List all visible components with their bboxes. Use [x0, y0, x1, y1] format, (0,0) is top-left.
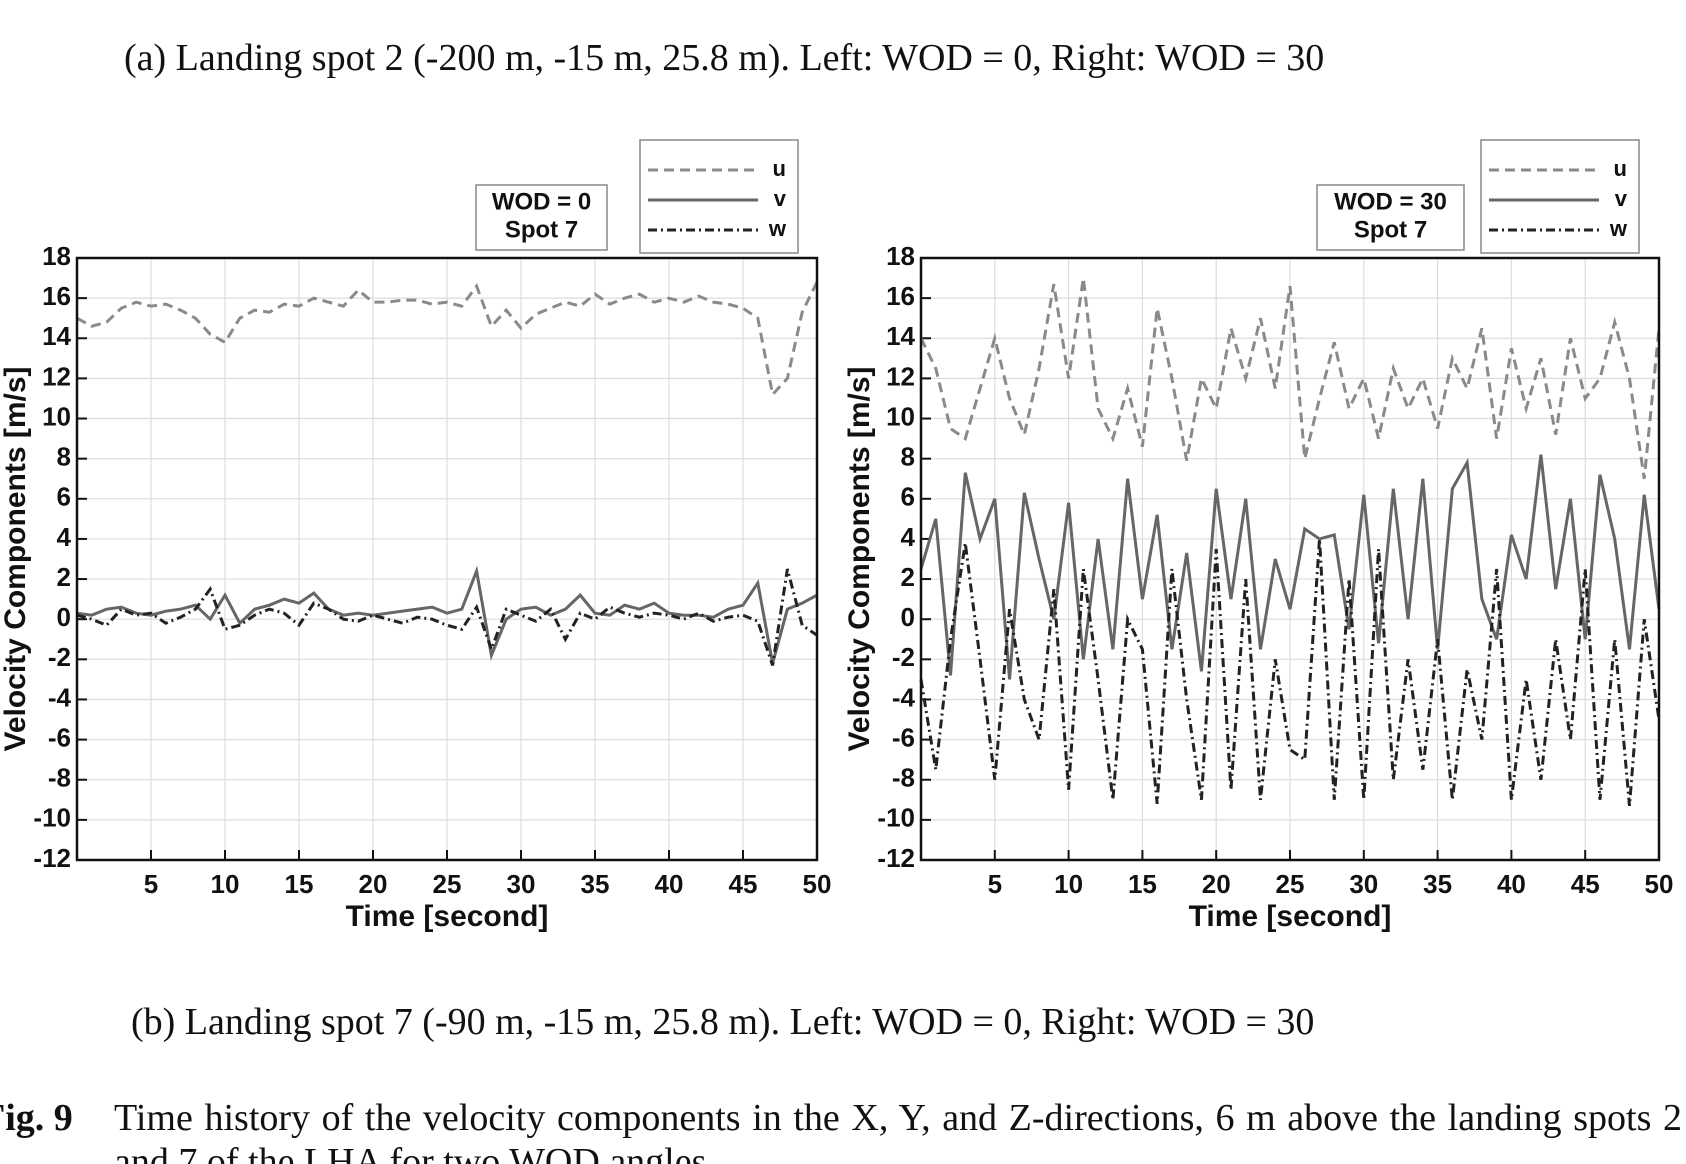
y-tick-label: 4	[57, 522, 72, 552]
x-tick-label: 20	[359, 869, 388, 899]
y-tick-label: -12	[33, 843, 71, 873]
x-tick-label: 25	[1276, 869, 1305, 899]
x-tick-label: 5	[988, 869, 1002, 899]
x-axis-title: Time [second]	[346, 900, 549, 933]
x-tick-label: 15	[1128, 869, 1157, 899]
annotation-box	[475, 184, 608, 251]
x-tick-label: 35	[581, 869, 610, 899]
y-tick-label: 16	[886, 281, 915, 311]
annotation-box	[1316, 184, 1465, 251]
y-tick-label: 14	[886, 321, 915, 351]
y-tick-label: -6	[892, 722, 915, 752]
y-tick-label: -2	[892, 642, 915, 672]
series-line	[76, 281, 819, 398]
x-axis-title: Time [second]	[1189, 900, 1392, 933]
plot-frame	[919, 256, 1661, 862]
x-tick-label: 25	[433, 869, 462, 899]
y-tick-label: 6	[57, 482, 71, 512]
series-line	[919, 277, 1661, 479]
series-line	[919, 454, 1661, 680]
footer-caption: (b) Landing spot 7 (-90 m, -15 m, 25.8 m…	[131, 1001, 1315, 1043]
y-tick-label: -6	[48, 722, 71, 752]
y-tick-label: 2	[57, 562, 71, 592]
annotation-text: Spot 7	[1354, 216, 1427, 243]
y-tick-label: 12	[42, 361, 71, 391]
y-tick-label: -4	[892, 682, 916, 712]
y-tick-label: -12	[877, 843, 915, 873]
header-caption: (a) Landing spot 2 (-200 m, -15 m, 25.8 …	[124, 37, 1325, 79]
x-tick-label: 40	[1497, 869, 1526, 899]
y-tick-label: 2	[901, 562, 915, 592]
y-tick-label: 4	[901, 522, 916, 552]
y-tick-label: -10	[33, 803, 71, 833]
x-tick-label: 35	[1423, 869, 1452, 899]
figure-label: Fig. 9	[0, 1097, 73, 1139]
y-tick-label: 16	[42, 281, 71, 311]
legend-label: u	[1614, 156, 1627, 181]
x-tick-label: 15	[285, 869, 314, 899]
y-axis-title: Velocity Components [m/s]	[843, 366, 876, 751]
y-tick-label: 8	[57, 442, 71, 472]
y-tick-label: 18	[42, 241, 71, 271]
y-tick-label: 10	[886, 401, 915, 431]
y-tick-label: 12	[886, 361, 915, 391]
y-tick-label: 14	[42, 321, 71, 351]
y-tick-label: -2	[48, 642, 71, 672]
y-axis-title: Velocity Components [m/s]	[0, 366, 32, 751]
legend-label: v	[1615, 186, 1628, 211]
x-tick-label: 45	[1571, 869, 1600, 899]
y-tick-label: 18	[886, 241, 915, 271]
legend-label: w	[768, 216, 787, 241]
x-tick-label: 5	[144, 869, 158, 899]
y-tick-label: -8	[892, 763, 915, 793]
x-tick-label: 10	[1054, 869, 1083, 899]
x-tick-label: 20	[1202, 869, 1231, 899]
legend-box	[639, 139, 799, 254]
legend-label: w	[1609, 216, 1628, 241]
y-tick-label: 0	[901, 602, 915, 632]
legend-label: v	[774, 186, 787, 211]
figure-text: Time history of the velocity components …	[114, 1097, 1682, 1164]
y-tick-label: -10	[877, 803, 915, 833]
x-tick-label: 10	[211, 869, 240, 899]
series-line	[919, 538, 1661, 806]
legend-box	[1480, 139, 1640, 254]
x-tick-label: 50	[803, 869, 832, 899]
y-tick-label: 10	[42, 401, 71, 431]
y-tick-label: -8	[48, 763, 71, 793]
y-tick-label: 6	[901, 482, 915, 512]
series-line	[76, 568, 818, 666]
y-tick-label: 8	[901, 442, 915, 472]
plot-frame	[75, 256, 819, 862]
y-tick-label: -4	[48, 682, 72, 712]
annotation-text: WOD = 30	[1334, 188, 1447, 215]
x-tick-label: 45	[729, 869, 758, 899]
legend-label: u	[773, 156, 786, 181]
x-tick-label: 30	[507, 869, 536, 899]
x-tick-label: 40	[655, 869, 684, 899]
x-tick-label: 30	[1349, 869, 1378, 899]
annotation-text: WOD = 0	[492, 188, 591, 215]
x-tick-label: 50	[1645, 869, 1674, 899]
annotation-text: Spot 7	[505, 216, 578, 243]
y-tick-label: 0	[57, 602, 71, 632]
